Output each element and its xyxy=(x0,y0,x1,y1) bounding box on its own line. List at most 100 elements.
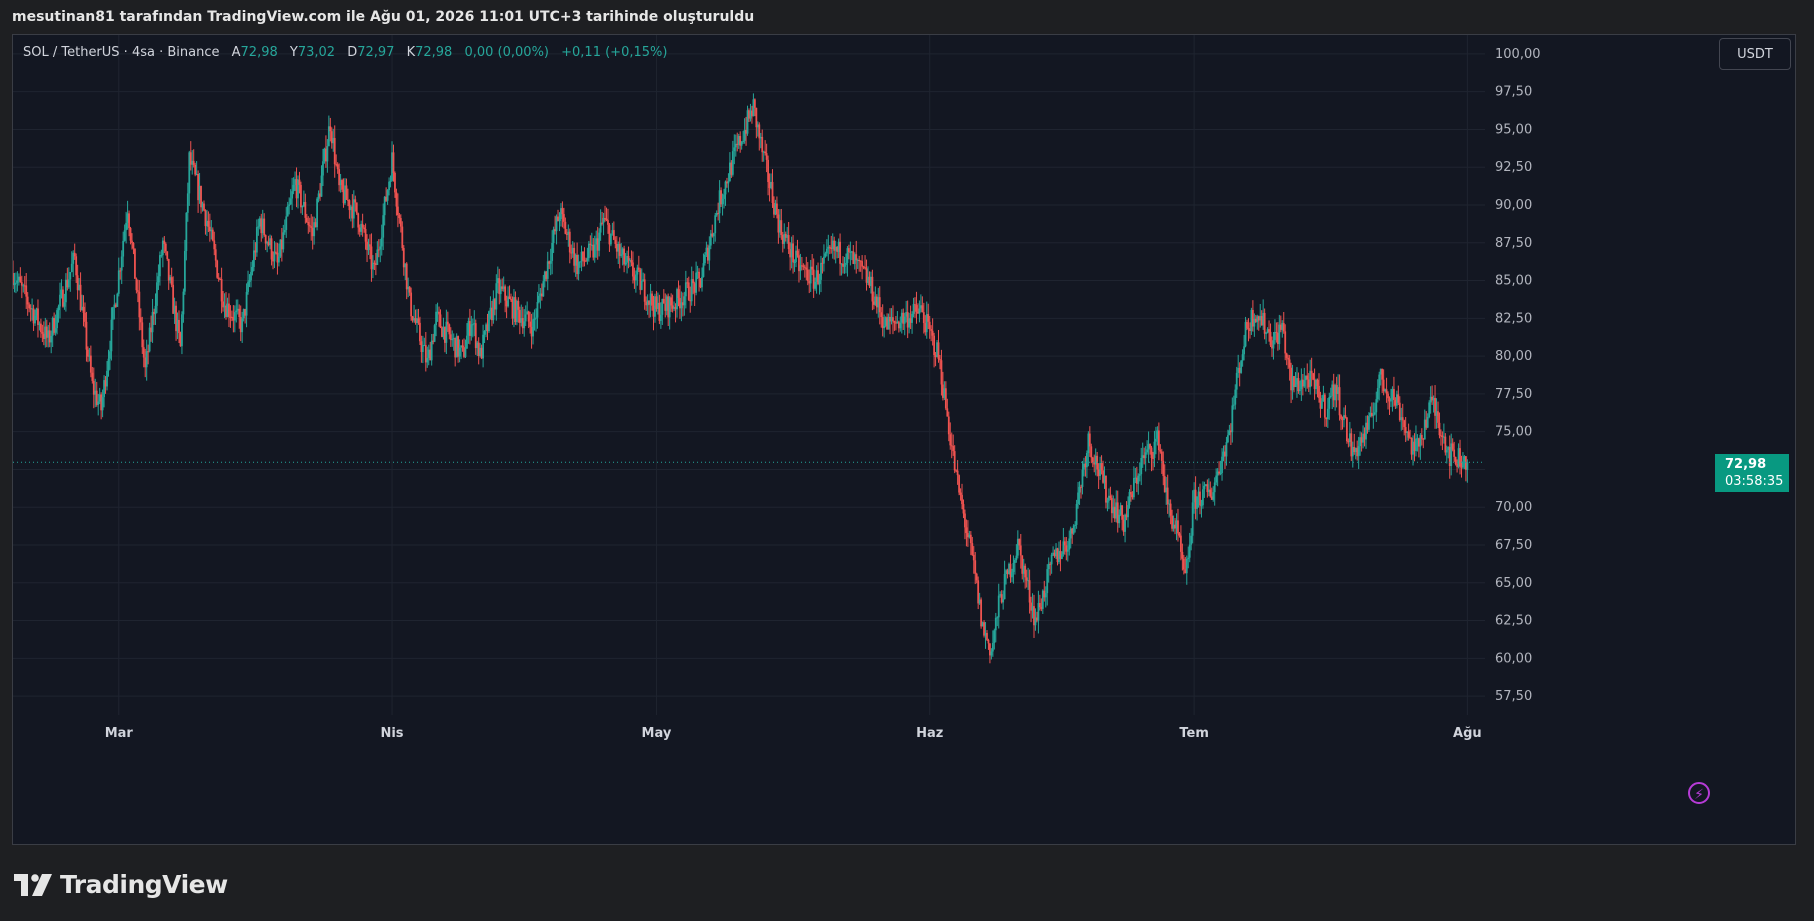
candle xyxy=(439,309,442,329)
candle xyxy=(186,182,189,222)
candle xyxy=(1033,594,1035,638)
candle xyxy=(203,200,205,212)
candle-body xyxy=(1360,437,1363,443)
candle-body xyxy=(1047,563,1050,570)
price-chart[interactable]: 100,0097,5095,0092,5090,0087,5085,0082,5… xyxy=(13,35,1796,845)
candle-body xyxy=(1219,473,1222,475)
candle-body xyxy=(1229,430,1232,433)
candle xyxy=(729,152,731,182)
candle xyxy=(44,317,47,348)
candle xyxy=(836,246,839,259)
candle xyxy=(1191,490,1194,544)
candle-body xyxy=(161,240,164,256)
candle-body xyxy=(692,279,695,284)
candle-body xyxy=(792,243,794,263)
candle xyxy=(1366,415,1369,434)
candle xyxy=(936,340,938,358)
candle xyxy=(942,371,944,401)
tradingview-brand[interactable]: TradingView xyxy=(14,870,228,899)
candle-body xyxy=(548,261,551,264)
candle xyxy=(949,422,952,450)
candle xyxy=(26,292,29,316)
candle xyxy=(1053,549,1056,558)
candle-body xyxy=(639,269,642,290)
candle xyxy=(867,266,869,285)
candle-body xyxy=(278,256,280,263)
candle-body xyxy=(1315,379,1317,390)
candle xyxy=(1036,611,1038,623)
candle-body xyxy=(438,311,440,315)
candle xyxy=(1410,437,1413,460)
candle-body xyxy=(1259,316,1262,321)
candle-body xyxy=(881,317,884,329)
candle-body xyxy=(507,296,509,307)
candle xyxy=(817,262,819,286)
chart-panel[interactable]: 100,00 97,50 95,00 92,50 90,00 87,50 85,00 82,5… xyxy=(12,34,1796,845)
candle xyxy=(70,251,73,273)
candle-body xyxy=(258,218,261,227)
candle xyxy=(326,139,329,173)
candle xyxy=(1131,491,1134,500)
candle xyxy=(573,242,576,273)
candle-body xyxy=(1423,419,1426,440)
symbol-name[interactable]: SOL / TetherUS · 4sa · Binance xyxy=(23,45,220,60)
candle-body xyxy=(170,277,173,285)
candle xyxy=(1088,426,1091,457)
candle xyxy=(684,270,687,309)
candle xyxy=(242,308,245,322)
candle-body xyxy=(554,229,556,232)
candle-body xyxy=(667,296,670,318)
candle-body xyxy=(329,126,332,132)
candle-body xyxy=(1434,397,1436,416)
candle xyxy=(1084,456,1087,477)
candle-body xyxy=(846,248,849,263)
candle xyxy=(1257,315,1260,331)
candle-body xyxy=(1212,492,1215,500)
candle xyxy=(161,237,164,268)
candle-body xyxy=(395,192,398,207)
candle xyxy=(868,271,871,289)
candle xyxy=(148,322,151,353)
candle-body xyxy=(491,307,493,321)
currency-button[interactable]: USDT xyxy=(1719,38,1791,70)
candle xyxy=(81,294,83,311)
candle-body xyxy=(568,231,571,253)
candle xyxy=(956,460,959,485)
candle xyxy=(151,298,154,343)
candle-body xyxy=(1165,487,1168,493)
bolt-icon[interactable]: ⚡ xyxy=(1688,782,1710,804)
candle xyxy=(160,249,163,258)
candle xyxy=(139,308,142,331)
candle-body xyxy=(295,179,298,199)
candle xyxy=(529,311,532,334)
candle-body xyxy=(254,250,257,253)
candle xyxy=(233,305,236,333)
candle xyxy=(1000,590,1003,604)
candle xyxy=(327,115,330,147)
candle xyxy=(761,129,764,162)
symbol-legend[interactable]: SOL / TetherUS · 4sa · Binance A72,98 Y7… xyxy=(23,45,667,60)
candle xyxy=(1113,498,1116,523)
candle xyxy=(701,267,703,292)
candle xyxy=(1417,437,1420,458)
candle xyxy=(1278,314,1281,350)
candle-body xyxy=(930,329,933,331)
candle-body xyxy=(1372,414,1375,416)
candle-body xyxy=(1202,489,1204,506)
candle xyxy=(1423,409,1426,440)
candle xyxy=(107,349,110,377)
candle xyxy=(499,279,502,303)
candle-body xyxy=(1401,417,1404,421)
candle-body xyxy=(485,324,487,332)
candle-body xyxy=(1078,486,1081,493)
candle xyxy=(194,162,197,177)
candle-body xyxy=(793,261,796,263)
candle-body xyxy=(1022,565,1025,574)
candle-body xyxy=(141,322,144,348)
candle-body xyxy=(1313,379,1316,390)
candle xyxy=(40,318,42,338)
candle xyxy=(940,349,943,396)
candle-body xyxy=(712,233,715,237)
candle-body xyxy=(987,639,990,644)
candle-body xyxy=(1204,484,1207,486)
